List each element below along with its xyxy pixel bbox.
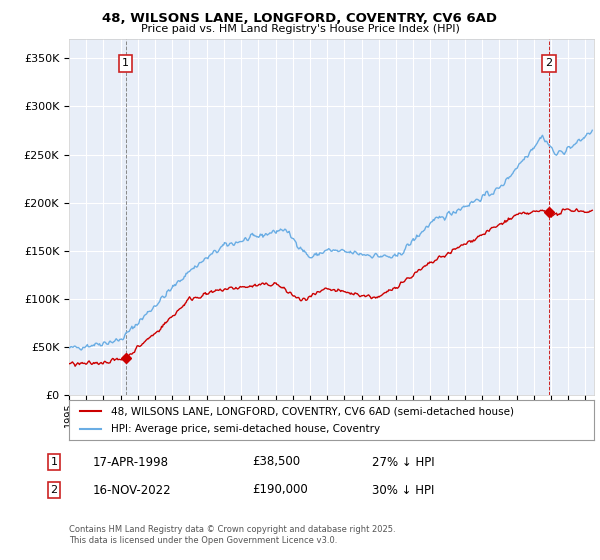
Text: 27% ↓ HPI: 27% ↓ HPI — [372, 455, 434, 469]
Text: 30% ↓ HPI: 30% ↓ HPI — [372, 483, 434, 497]
Text: 48, WILSONS LANE, LONGFORD, COVENTRY, CV6 6AD (semi-detached house): 48, WILSONS LANE, LONGFORD, COVENTRY, CV… — [111, 407, 514, 417]
Text: 2: 2 — [545, 58, 553, 68]
Text: 1: 1 — [122, 58, 129, 68]
Text: 1: 1 — [50, 457, 58, 467]
Text: HPI: Average price, semi-detached house, Coventry: HPI: Average price, semi-detached house,… — [111, 423, 380, 433]
Text: 17-APR-1998: 17-APR-1998 — [93, 455, 169, 469]
Text: £190,000: £190,000 — [252, 483, 308, 497]
Text: 2: 2 — [50, 485, 58, 495]
Text: 16-NOV-2022: 16-NOV-2022 — [93, 483, 172, 497]
Text: Contains HM Land Registry data © Crown copyright and database right 2025.
This d: Contains HM Land Registry data © Crown c… — [69, 525, 395, 545]
Text: £38,500: £38,500 — [252, 455, 300, 469]
Text: 48, WILSONS LANE, LONGFORD, COVENTRY, CV6 6AD: 48, WILSONS LANE, LONGFORD, COVENTRY, CV… — [103, 12, 497, 25]
Text: Price paid vs. HM Land Registry's House Price Index (HPI): Price paid vs. HM Land Registry's House … — [140, 24, 460, 34]
